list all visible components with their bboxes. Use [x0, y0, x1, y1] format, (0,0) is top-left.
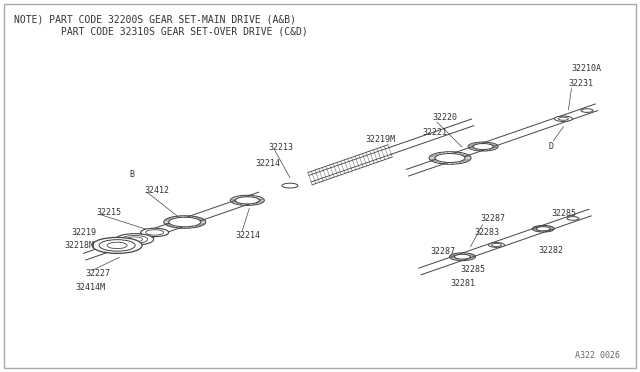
- Ellipse shape: [282, 183, 298, 188]
- Ellipse shape: [236, 197, 259, 204]
- Text: 32227: 32227: [85, 269, 110, 278]
- Text: 32287: 32287: [431, 247, 456, 256]
- Text: 32219: 32219: [72, 228, 97, 237]
- Ellipse shape: [122, 235, 148, 243]
- Ellipse shape: [127, 237, 143, 242]
- Text: 32214: 32214: [255, 159, 280, 168]
- Text: 32220: 32220: [432, 113, 457, 122]
- Text: 32412: 32412: [145, 186, 170, 195]
- Ellipse shape: [169, 217, 201, 227]
- Text: 32281: 32281: [450, 279, 475, 289]
- Ellipse shape: [116, 234, 154, 245]
- Text: 32218M: 32218M: [65, 241, 95, 250]
- Text: 32210A: 32210A: [572, 64, 602, 73]
- Text: 32282: 32282: [538, 246, 563, 255]
- Text: 32285: 32285: [460, 266, 485, 275]
- Text: 32219M: 32219M: [365, 135, 395, 144]
- Text: 32214: 32214: [236, 231, 260, 240]
- Ellipse shape: [454, 254, 470, 259]
- Ellipse shape: [554, 116, 572, 121]
- Ellipse shape: [536, 227, 550, 231]
- Ellipse shape: [92, 237, 142, 253]
- Ellipse shape: [435, 154, 465, 163]
- Text: 32221: 32221: [422, 128, 447, 137]
- Ellipse shape: [473, 144, 493, 150]
- Text: PART CODE 32310S GEAR SET-OVER DRIVE (C&D): PART CODE 32310S GEAR SET-OVER DRIVE (C&…: [14, 26, 308, 36]
- Text: NOTE) PART CODE 32200S GEAR SET-MAIN DRIVE (A&B): NOTE) PART CODE 32200S GEAR SET-MAIN DRI…: [14, 14, 296, 24]
- Text: 32215: 32215: [97, 208, 122, 217]
- Text: 32231: 32231: [568, 79, 593, 88]
- Text: D: D: [548, 142, 554, 151]
- Ellipse shape: [488, 243, 504, 247]
- Text: 32287: 32287: [481, 214, 506, 223]
- Ellipse shape: [141, 228, 169, 237]
- Text: 32285: 32285: [551, 209, 576, 218]
- Ellipse shape: [99, 240, 135, 251]
- Text: 32414M: 32414M: [75, 283, 105, 292]
- Text: 32283: 32283: [474, 228, 499, 237]
- Ellipse shape: [559, 117, 568, 120]
- Text: B: B: [130, 170, 135, 179]
- Ellipse shape: [492, 243, 502, 246]
- Text: 32213: 32213: [268, 143, 293, 152]
- Ellipse shape: [567, 217, 579, 220]
- Ellipse shape: [146, 230, 164, 235]
- Ellipse shape: [107, 242, 127, 248]
- Ellipse shape: [581, 109, 593, 112]
- Text: A322 0026: A322 0026: [575, 351, 620, 360]
